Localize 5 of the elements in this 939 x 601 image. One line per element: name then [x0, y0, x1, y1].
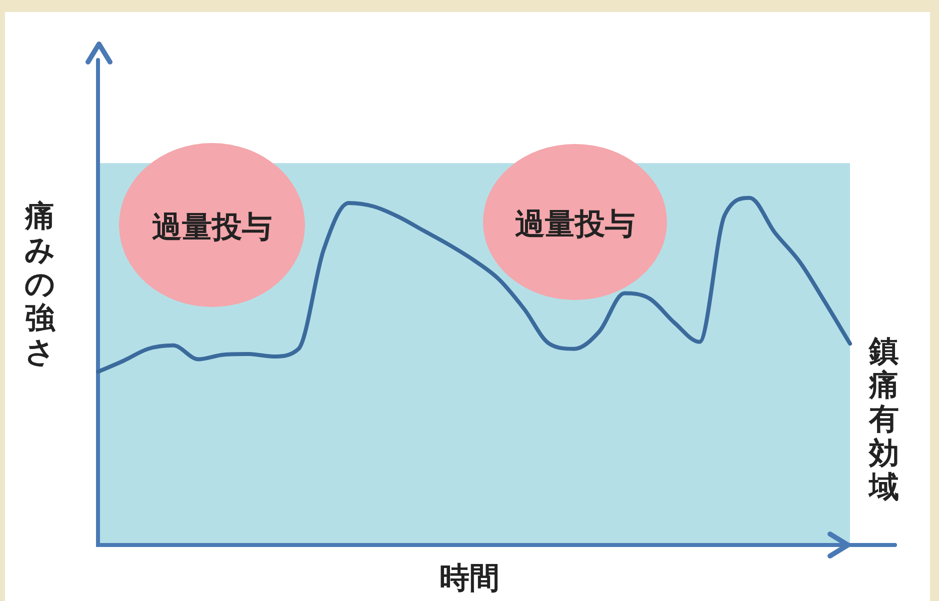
band-label: 鎮痛有効域	[867, 334, 900, 505]
annotation: 過量投与	[151, 209, 273, 247]
x-axis-title: 時間	[438, 560, 500, 598]
y-axis-title: 痛みの強さ	[24, 199, 56, 370]
annotation: 過量投与	[514, 206, 636, 244]
